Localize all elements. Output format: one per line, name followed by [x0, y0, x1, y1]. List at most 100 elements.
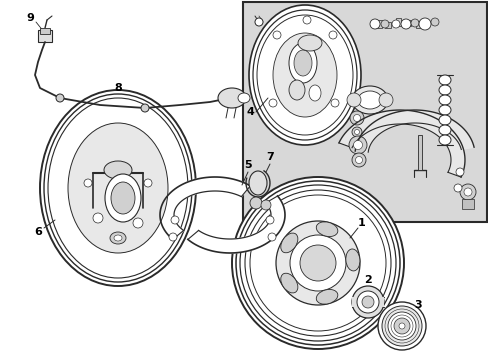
Bar [40, 28, 50, 34]
Ellipse shape [288, 80, 305, 100]
Circle shape [56, 94, 64, 102]
Circle shape [459, 184, 475, 200]
FancyBboxPatch shape [243, 2, 486, 222]
Ellipse shape [249, 195, 385, 331]
Circle shape [346, 93, 360, 107]
Ellipse shape [275, 221, 359, 305]
Bar [417, 135, 421, 170]
Circle shape [361, 296, 373, 308]
Bar [415, 21, 422, 28]
Circle shape [463, 188, 471, 196]
Ellipse shape [288, 43, 316, 83]
Ellipse shape [40, 90, 196, 286]
Ellipse shape [231, 177, 403, 349]
Ellipse shape [114, 235, 122, 241]
Bar [384, 22, 390, 28]
Ellipse shape [438, 105, 450, 115]
Text: 3: 3 [413, 300, 421, 310]
Circle shape [265, 216, 273, 224]
Text: 9: 9 [26, 13, 34, 23]
Ellipse shape [104, 161, 132, 179]
Ellipse shape [111, 182, 135, 214]
Circle shape [353, 140, 362, 149]
Circle shape [261, 200, 270, 210]
Circle shape [330, 99, 338, 107]
Circle shape [93, 213, 103, 223]
Circle shape [268, 99, 276, 107]
Bar [395, 18, 400, 26]
Ellipse shape [252, 10, 356, 140]
Ellipse shape [316, 289, 337, 304]
Ellipse shape [438, 95, 450, 105]
Ellipse shape [308, 85, 320, 101]
Ellipse shape [248, 5, 360, 145]
Polygon shape [160, 177, 250, 239]
Circle shape [453, 184, 461, 192]
Circle shape [272, 31, 281, 39]
Ellipse shape [438, 115, 450, 125]
Circle shape [303, 16, 310, 24]
Ellipse shape [110, 232, 126, 244]
Circle shape [169, 233, 177, 241]
Circle shape [381, 306, 421, 346]
Circle shape [380, 20, 388, 28]
Ellipse shape [345, 249, 359, 271]
Ellipse shape [297, 35, 321, 51]
Bar [461, 199, 473, 209]
Text: 1: 1 [357, 218, 365, 228]
Text: 5: 5 [244, 160, 251, 170]
Circle shape [249, 197, 262, 209]
Circle shape [349, 111, 363, 125]
Ellipse shape [289, 235, 346, 291]
Ellipse shape [351, 86, 387, 114]
Circle shape [378, 93, 392, 107]
Ellipse shape [438, 75, 450, 85]
Polygon shape [338, 110, 464, 177]
Circle shape [354, 130, 359, 135]
Circle shape [133, 218, 142, 228]
Bar [405, 20, 410, 26]
Circle shape [351, 286, 383, 318]
Text: 6: 6 [34, 227, 42, 237]
Circle shape [143, 179, 152, 187]
Circle shape [393, 318, 409, 334]
Ellipse shape [280, 273, 297, 293]
Circle shape [410, 19, 418, 27]
Text: 4: 4 [245, 107, 253, 117]
Circle shape [418, 18, 430, 30]
Ellipse shape [44, 94, 192, 282]
Ellipse shape [438, 135, 450, 145]
Ellipse shape [272, 33, 336, 117]
Ellipse shape [236, 181, 399, 345]
Circle shape [171, 216, 179, 224]
Bar [38, 30, 52, 42]
Circle shape [355, 157, 362, 163]
Text: 7: 7 [265, 152, 273, 162]
Ellipse shape [257, 15, 352, 135]
Circle shape [430, 18, 438, 26]
Ellipse shape [293, 50, 311, 76]
Ellipse shape [48, 98, 187, 278]
Polygon shape [187, 196, 285, 253]
Circle shape [391, 20, 399, 28]
Circle shape [267, 233, 275, 241]
Circle shape [84, 179, 92, 187]
Circle shape [356, 291, 378, 313]
Ellipse shape [248, 171, 266, 195]
Ellipse shape [105, 174, 141, 222]
Text: 2: 2 [364, 275, 371, 285]
Circle shape [398, 323, 404, 329]
Circle shape [387, 312, 415, 340]
Ellipse shape [438, 125, 450, 135]
Circle shape [351, 127, 361, 137]
Ellipse shape [244, 190, 390, 336]
Ellipse shape [68, 123, 168, 253]
Ellipse shape [299, 245, 335, 281]
Ellipse shape [316, 222, 337, 237]
Ellipse shape [438, 85, 450, 95]
Circle shape [351, 153, 365, 167]
Circle shape [369, 19, 379, 29]
Circle shape [455, 168, 463, 176]
Ellipse shape [240, 185, 395, 341]
Ellipse shape [218, 88, 245, 108]
